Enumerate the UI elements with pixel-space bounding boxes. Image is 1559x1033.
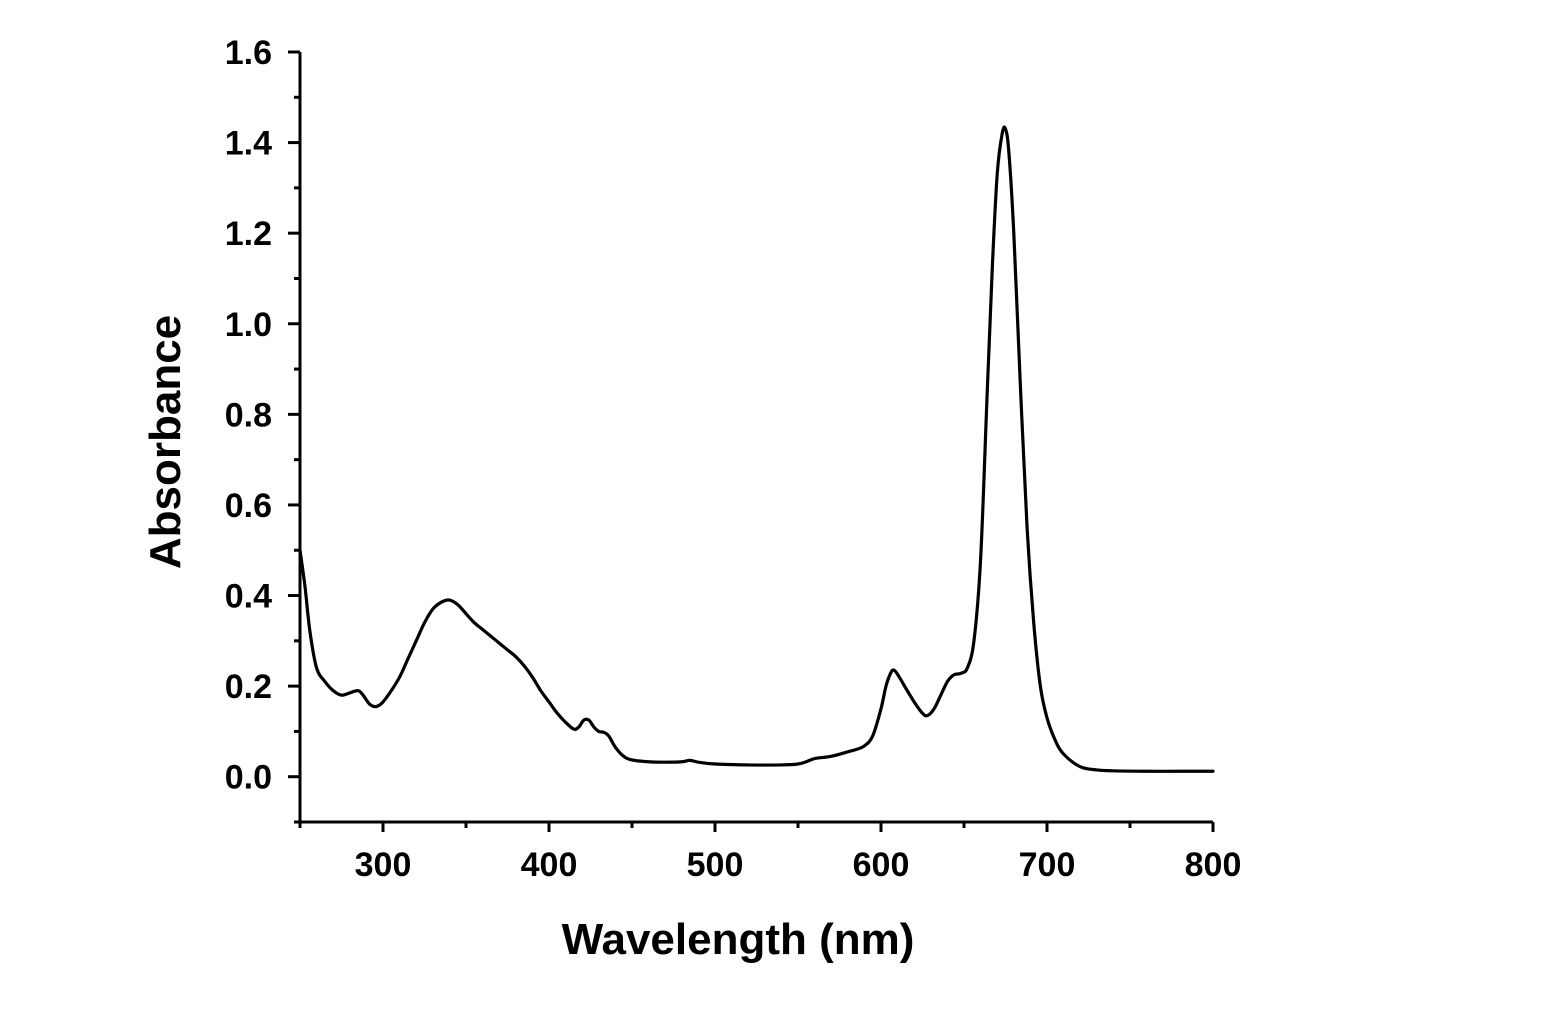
y-tick-label-0: 0.0 [225,759,272,797]
x-tick-label-600: 600 [853,846,910,884]
absorbance-series-line [298,125,1215,773]
x-tick-label-300: 300 [355,846,412,884]
y-axis-title: Absorbance [141,315,190,569]
y-tick-label-0.8: 0.8 [225,396,272,434]
y-tick-label-1: 1.0 [225,306,272,344]
y-tick-label-1.6: 1.6 [225,34,272,72]
y-tick-label-0.4: 0.4 [225,578,272,616]
x-tick-label-700: 700 [1019,846,1076,884]
x-tick-labels: 300 400 500 600 700 800 [355,846,1242,884]
x-tick-label-800: 800 [1185,846,1242,884]
y-tick-label-1.4: 1.4 [225,125,272,163]
y-ticks [288,50,300,824]
x-axis-title: Wavelength (nm) [562,915,915,964]
y-tick-label-0.2: 0.2 [225,668,272,706]
x-ticks [298,822,1215,832]
x-tick-label-500: 500 [687,846,744,884]
y-tick-label-0.6: 0.6 [225,487,272,525]
y-tick-labels: 0.0 0.2 0.4 0.6 0.8 1.0 1.2 1.4 1.6 [225,34,272,797]
x-tick-label-400: 400 [521,846,578,884]
y-tick-label-1.2: 1.2 [225,215,272,253]
